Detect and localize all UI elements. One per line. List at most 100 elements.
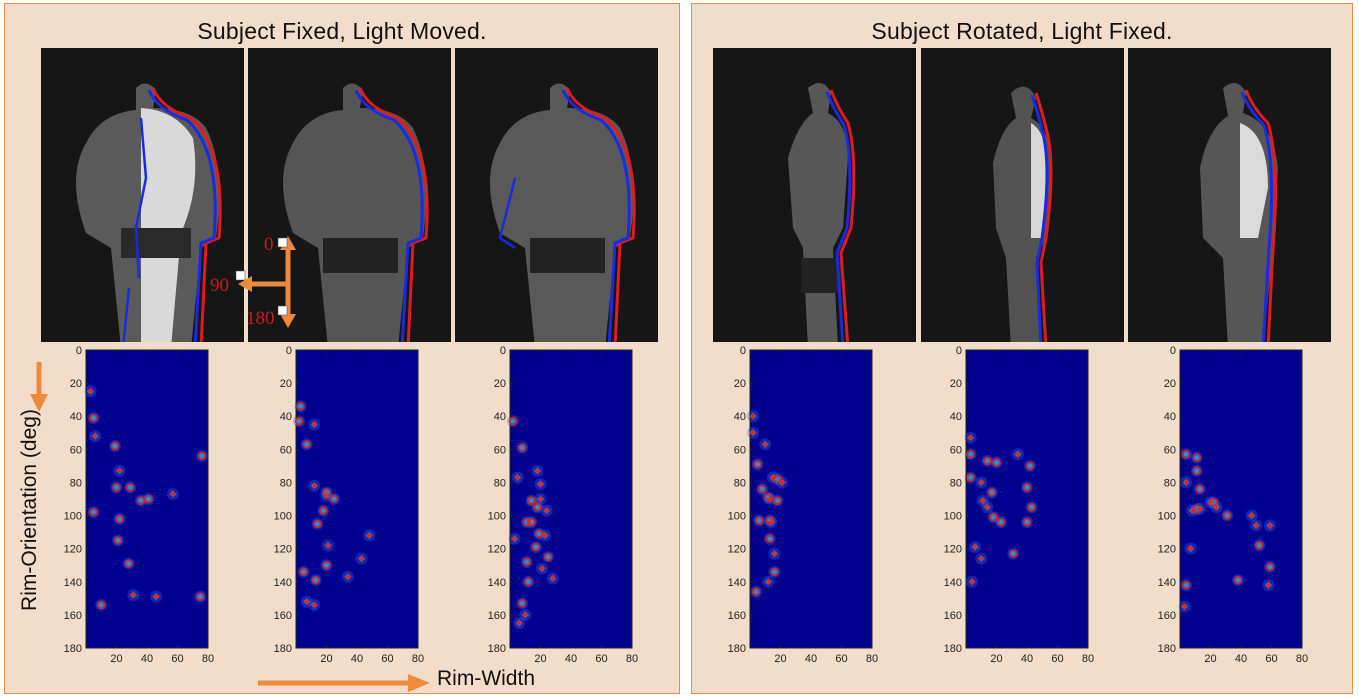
x-axis-label: Rim-Width [437, 667, 535, 690]
plus-marker [977, 555, 985, 563]
y-tick-label: 80 [280, 477, 292, 489]
x-tick-label: 40 [351, 653, 363, 665]
x-tick-label: 60 [1265, 653, 1277, 665]
circle-marker [89, 413, 98, 423]
y-tick-label: 80 [1164, 477, 1176, 489]
circle-marker [1265, 562, 1275, 572]
intensity-core [138, 498, 144, 504]
y-tick-label: 160 [64, 610, 82, 622]
plus-marker [778, 478, 786, 486]
intensity-core [1183, 582, 1189, 588]
x-tick-label: 80 [1296, 653, 1308, 665]
circle-marker [302, 440, 311, 449]
circle-marker [751, 587, 761, 597]
photo-side-rotation-1 [713, 48, 916, 342]
y-tick-label: 0 [76, 345, 82, 357]
plus-marker [977, 478, 985, 486]
circle-marker [1255, 541, 1264, 550]
intensity-core [1194, 468, 1200, 474]
x-tick-label: 40 [1021, 653, 1033, 665]
plus-marker [1187, 545, 1195, 553]
intensity-core [331, 496, 337, 502]
intensity-core [98, 602, 104, 608]
plus-marker [521, 611, 529, 619]
heatmap-1: 0 20 40 60 80 100 120 140 160 180 20 40 60 80 [52, 345, 222, 666]
plus-marker [983, 503, 991, 511]
plus-marker [358, 555, 366, 563]
circle-marker [197, 451, 207, 461]
circle-marker [1027, 502, 1036, 512]
y-tick-label: 60 [70, 444, 82, 456]
intensity-core [1197, 486, 1203, 492]
x-tick-label: 20 [774, 653, 786, 665]
y-tick-label: 160 [488, 610, 506, 622]
plus-marker [537, 480, 544, 488]
plus-marker [1266, 521, 1274, 529]
plus-marker [549, 574, 557, 582]
heatmap-5: 0 20 40 60 80 100 120 140 160 180 20 40 60 80 [932, 345, 1102, 666]
circle-marker [523, 577, 533, 587]
photo-back-light-1 [41, 48, 244, 342]
plus-marker [968, 578, 976, 586]
plus-marker [543, 507, 551, 515]
intensity-core [998, 519, 1004, 525]
circle-marker [115, 514, 124, 524]
y-tick-label: 0 [500, 345, 506, 357]
y-tick-label: 0 [1170, 345, 1176, 357]
plus-marker [1264, 581, 1272, 589]
y-tick-label: 180 [274, 643, 292, 655]
y-tick-label: 20 [1164, 378, 1176, 390]
heatmap-plot-area [296, 350, 418, 648]
intensity-core [112, 443, 118, 449]
intensity-core [536, 531, 542, 537]
y-tick-label: 100 [488, 511, 506, 523]
intensity-core [313, 577, 319, 583]
heatmap-plot-area [1180, 350, 1302, 648]
plus-marker [1182, 478, 1190, 486]
intensity-core [126, 561, 132, 567]
plus-marker [310, 482, 318, 490]
x-tick-label: 60 [171, 653, 183, 665]
plus-marker [1207, 498, 1214, 506]
intensity-core [968, 451, 974, 457]
panel-title: Subject Rotated, Light Fixed. [871, 18, 1173, 44]
intensity-core [510, 418, 516, 424]
intensity-core [534, 504, 540, 510]
y-tick-label: 100 [1158, 511, 1176, 523]
plus-marker [116, 467, 124, 475]
down-arrow-icon [30, 362, 48, 412]
x-tick-label: 40 [565, 653, 577, 665]
y-tick-label: 120 [944, 544, 962, 556]
plus-marker [152, 593, 160, 601]
y-tick-label: 80 [494, 477, 506, 489]
y-tick-label: 140 [488, 577, 506, 589]
y-tick-label: 100 [64, 511, 82, 523]
y-tick-label: 180 [728, 643, 746, 655]
circle-marker [543, 552, 553, 562]
plus-marker [770, 550, 778, 558]
circle-marker [1181, 450, 1191, 459]
plus-marker [1213, 503, 1221, 511]
y-tick-label: 180 [488, 643, 506, 655]
plus-marker [541, 531, 549, 539]
circle-marker [136, 496, 146, 505]
intensity-core [519, 445, 525, 451]
intensity-core [533, 544, 539, 550]
y-tick-label: 120 [728, 544, 746, 556]
circle-marker [527, 517, 536, 527]
intensity-core [524, 559, 530, 565]
heatmap-plot-area [966, 350, 1088, 648]
intensity-core [298, 403, 304, 409]
plus-marker [749, 429, 757, 437]
circle-marker [1195, 484, 1205, 494]
plus-marker [169, 490, 177, 498]
intensity-core [989, 489, 995, 495]
circle-marker [144, 494, 153, 504]
x-tick-label: 20 [1204, 653, 1216, 665]
y-tick-label: 100 [944, 511, 962, 523]
intensity-core [755, 461, 761, 467]
heatmap-4: 0 20 40 60 80 100 120 140 160 180 20 40 60 80 [716, 345, 886, 666]
x-tick-label: 20 [110, 653, 122, 665]
y-tick-label: 40 [70, 411, 82, 423]
right-arrow-icon [258, 674, 430, 692]
